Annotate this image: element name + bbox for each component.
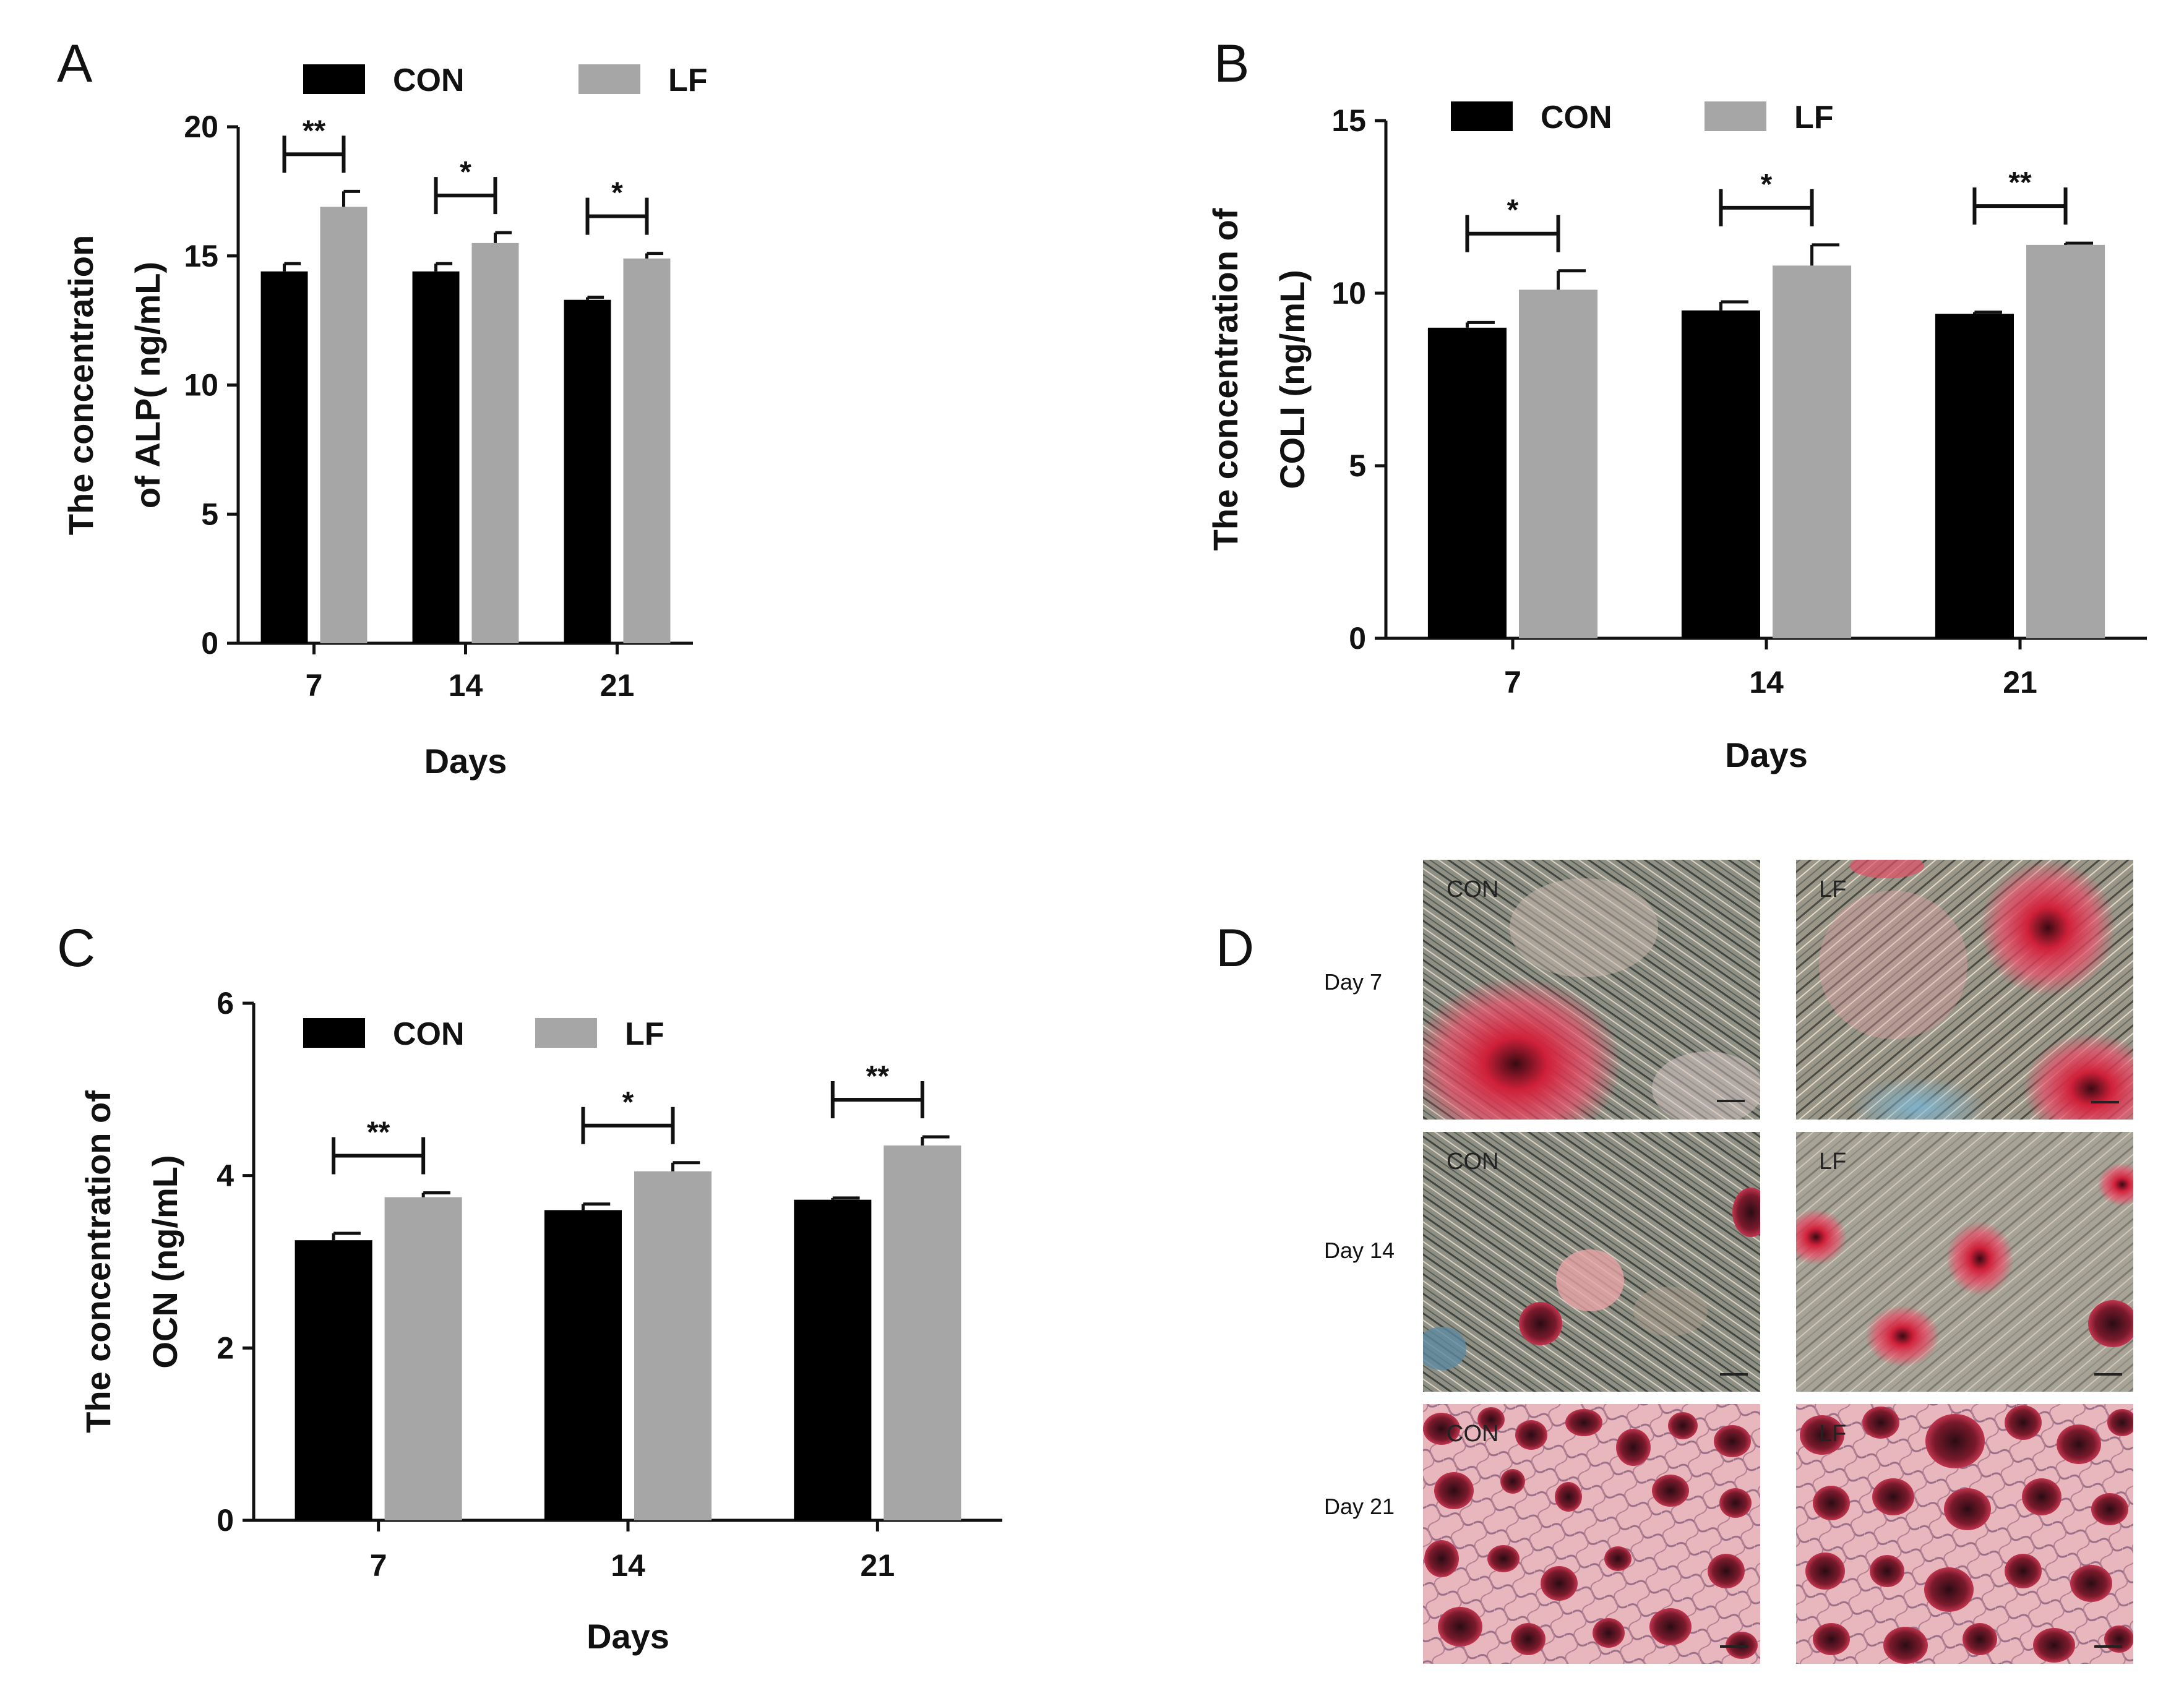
y-tick-label: 10 [184,368,218,403]
x-tick-label: 21 [600,668,635,703]
bar-lf [623,258,671,643]
bar-lf [1773,265,1852,638]
x-tick-label: 14 [611,1548,645,1583]
y-tick-label: 4 [217,1159,234,1193]
x-tick-label: 14 [1749,665,1784,700]
chart-coli: 0 5 10 15 7 * 14 * 21 ** CON LF The concentration of… [1206,100,2147,774]
micrograph-day7-con [1423,860,1760,1120]
bar-con [412,271,460,643]
x-tick-label: 21 [2003,665,2037,700]
y-axis-title: The concentration [61,235,100,535]
legend-label-con: CON [393,62,465,98]
panel-letter-c: C [57,919,95,978]
micrograph-day21-con [1423,1404,1760,1664]
bar-lf [1519,289,1598,638]
legend-label-con: CON [1541,100,1612,135]
legend-label-lf: LF [1794,100,1834,135]
micro-label-day14-lf: LF [1819,1149,1846,1175]
micro-label-day7-lf: LF [1819,876,1846,902]
chart-ocn: 0 2 4 6 7 ** 14 * 21 ** CON LF The concentration of O… [79,986,1002,1656]
legend-swatch-con [303,64,365,94]
micrograph-day14-con [1423,1132,1760,1392]
bar-con [564,299,611,644]
row-label-day21: Day 21 [1324,1494,1395,1519]
micrograph-day7-lf [1796,860,2133,1120]
sig-label: ** [303,114,326,147]
legend-label-con: CON [393,1016,465,1052]
sig-label: * [460,156,471,189]
micrograph-day14-lf [1796,1132,2133,1392]
y-tick-label: 10 [1331,276,1366,311]
bar-lf [471,242,519,643]
y-tick-label: 2 [217,1330,234,1365]
micro-label-day7-con: CON [1447,876,1498,902]
bar-con [1427,327,1507,638]
row-label-day7: Day 7 [1324,969,1382,995]
y-axis-title: The concentration of [1206,208,1245,550]
bar-con [1935,314,2014,639]
sig-label: ** [367,1116,390,1149]
bar-lf [634,1171,712,1520]
legend-swatch-con [1451,101,1513,131]
legend-swatch-lf [535,1018,597,1048]
bar-con [294,1240,372,1520]
x-axis-title: Days [587,1617,669,1656]
panel-letter-b: B [1214,34,1249,93]
legend-label-lf: LF [625,1016,664,1052]
sig-label: * [622,1086,634,1119]
legend-swatch-lf [1705,101,1766,131]
x-axis-title: Days [424,742,507,781]
micrograph-day21-lf [1796,1404,2133,1664]
bar-lf [2026,244,2105,638]
x-tick-label: 7 [370,1548,387,1583]
y-tick-label: 0 [201,626,218,661]
x-tick-label: 14 [449,668,483,703]
panel-letter-a: A [57,34,93,93]
y-axis-title: of ALP( ng/mL) [128,262,167,508]
bar-lf [320,207,368,643]
row-label-day14: Day 14 [1324,1238,1395,1263]
micro-label-day14-con: CON [1447,1149,1498,1175]
sig-label: * [1761,168,1773,201]
bar-con [794,1199,872,1520]
bar-con [544,1210,622,1520]
bar-con [1681,310,1760,638]
sig-label: ** [2008,166,2032,199]
y-axis-title: The concentration of [79,1090,118,1433]
y-axis-title: COLI (ng/mL) [1273,270,1312,489]
y-axis-title: OCN (ng/mL) [145,1155,184,1368]
bar-con [260,271,308,643]
y-tick-label: 5 [1349,448,1366,483]
y-tick-label: 0 [217,1503,234,1538]
micro-label-day21-con: CON [1447,1421,1498,1447]
y-tick-label: 15 [1331,103,1366,138]
y-tick-label: 20 [184,109,218,144]
bar-lf [384,1197,462,1520]
bar-lf [883,1145,961,1520]
x-tick-label: 7 [306,668,323,703]
y-tick-label: 0 [1349,621,1366,656]
y-tick-label: 6 [217,986,234,1021]
x-tick-label: 7 [1504,665,1521,700]
sig-label: * [1507,194,1519,227]
legend-label-lf: LF [668,62,708,98]
sig-label: * [611,177,623,210]
y-tick-label: 5 [201,497,218,531]
legend-swatch-con [303,1018,365,1048]
sig-label: ** [866,1060,890,1093]
micrograph-grid: Day 7 Day 14 Day 21 CON LF [1324,860,2133,1664]
legend-swatch-lf [578,64,640,94]
panel-letter-d: D [1216,919,1254,978]
micro-label-day21-lf: LF [1819,1421,1846,1447]
chart-alp: 0 5 10 15 20 7 ** 14 * 21 * CON LF The concentration o… [61,62,708,781]
x-tick-label: 21 [861,1548,895,1583]
y-tick-label: 15 [184,239,218,273]
x-axis-title: Days [1725,735,1808,774]
